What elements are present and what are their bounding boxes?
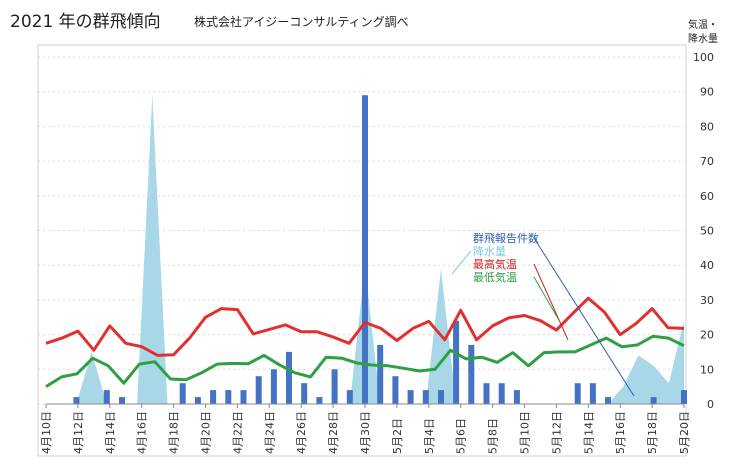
swarm-report-bar: [422, 390, 429, 404]
legend-leader-line: [451, 250, 472, 275]
swarm-report-bar: [286, 351, 292, 404]
legend-label: 最低気温: [473, 270, 517, 284]
x-tick-label: 4月18日: [168, 411, 181, 454]
right-axis-label-line2: 降水量: [688, 32, 718, 45]
swarm-report-bar: [210, 390, 217, 404]
y-tick-label: 30: [700, 294, 714, 307]
y-tick-label: 80: [700, 120, 714, 133]
swarm-report-bar: [301, 383, 308, 404]
swarm-report-bar: [574, 383, 581, 404]
x-tick-label: 4月12日: [72, 411, 85, 454]
x-tick-label: 4月20日: [200, 411, 213, 454]
legend-leader-line: [533, 237, 635, 397]
x-tick-label: 4月10日: [40, 411, 53, 454]
swarm-report-bar: [407, 390, 414, 404]
y-tick-label: 20: [700, 329, 714, 342]
legend-label: 降水量: [473, 244, 506, 258]
swarm-report-bar: [194, 397, 201, 404]
swarm-report-bars: [73, 95, 687, 404]
x-tick-label: 4月26日: [295, 411, 308, 454]
x-tick-label: 4月28日: [327, 411, 340, 454]
x-tick-label: 5月16日: [614, 411, 627, 454]
legend-label: 最高気温: [473, 257, 517, 271]
y-tick-label: 10: [700, 363, 714, 376]
x-tick-label: 5月8日: [487, 418, 500, 454]
y-tick-label: 40: [700, 259, 714, 272]
x-tick-label: 4月24日: [263, 411, 276, 454]
x-tick-label: 5月12日: [550, 411, 563, 454]
temperature-line-min: [45, 334, 685, 388]
swarm-report-bar: [270, 369, 277, 404]
y-tick-label: 60: [700, 190, 714, 203]
plot-frame: [37, 44, 687, 457]
x-tick-label: 5月18日: [646, 411, 659, 454]
x-tick-label: 5月10日: [519, 411, 532, 454]
swarm-report-bar: [255, 376, 262, 404]
swarm-report-bar: [392, 376, 399, 404]
swarm-report-bar: [650, 397, 657, 404]
x-tick-label: 4月30日: [359, 411, 372, 454]
swarm-report-bar: [103, 390, 110, 404]
swarm-report-bar: [453, 320, 460, 404]
swarm-report-bar: [119, 397, 125, 404]
swarm-report-bar: [346, 390, 353, 404]
legend-label: 群飛報告件数: [473, 231, 539, 245]
y-tick-label: 70: [700, 155, 714, 168]
swarm-report-bar: [513, 390, 520, 404]
y-tick-label: 100: [693, 51, 714, 64]
swarm-report-bar: [73, 397, 80, 404]
temperature-lines: [45, 296, 685, 388]
x-tick-label: 5月4日: [423, 418, 436, 454]
x-tick-label: 5月6日: [455, 418, 468, 454]
chart-title: 2021 年の群飛傾向: [10, 12, 161, 32]
swarm-report-bar: [179, 383, 186, 404]
swarm-report-bar: [377, 345, 384, 404]
swarm-report-bar: [589, 383, 596, 404]
right-axis-label-line1: 気温・: [688, 18, 718, 31]
swarm-report-bar: [438, 390, 444, 404]
swarm-report-bar: [362, 95, 368, 404]
x-tick-label: 5月14日: [582, 411, 595, 454]
legend-leader-line: [533, 263, 569, 341]
swarm-report-bar: [605, 397, 611, 404]
swarm-report-bar: [240, 390, 247, 404]
x-tick-label: 5月20日: [678, 411, 691, 454]
x-tick-label: 4月14日: [104, 411, 117, 454]
temperature-line-max: [45, 296, 685, 357]
x-tick-label: 4月22日: [231, 411, 244, 454]
legend-leader-line: [533, 276, 561, 323]
y-tick-label: 50: [700, 225, 714, 238]
swarm-report-bar: [498, 383, 505, 404]
swarm-report-bar: [468, 345, 475, 404]
swarm-report-bar: [483, 383, 490, 404]
swarm-report-bar: [331, 369, 338, 404]
swarm-report-bar: [225, 390, 232, 404]
chart-subtitle: 株式会社アイジーコンサルティング調べ: [194, 14, 409, 29]
swarm-report-bar: [681, 390, 687, 404]
y-tick-label: 0: [707, 398, 714, 411]
x-tick-label: 5月2日: [391, 418, 404, 454]
y-axis-ticks: 0 10 20 30 40 50 60 70 80 90 100: [693, 51, 714, 411]
x-tick-label: 4月16日: [136, 411, 149, 454]
swarm-report-bar: [316, 397, 323, 404]
x-axis-ticks: 4月10日 4月12日 4月14日 4月16日 4月18日 4月20日 4月22日 4月24日…: [40, 403, 691, 454]
y-tick-label: 90: [700, 86, 714, 99]
